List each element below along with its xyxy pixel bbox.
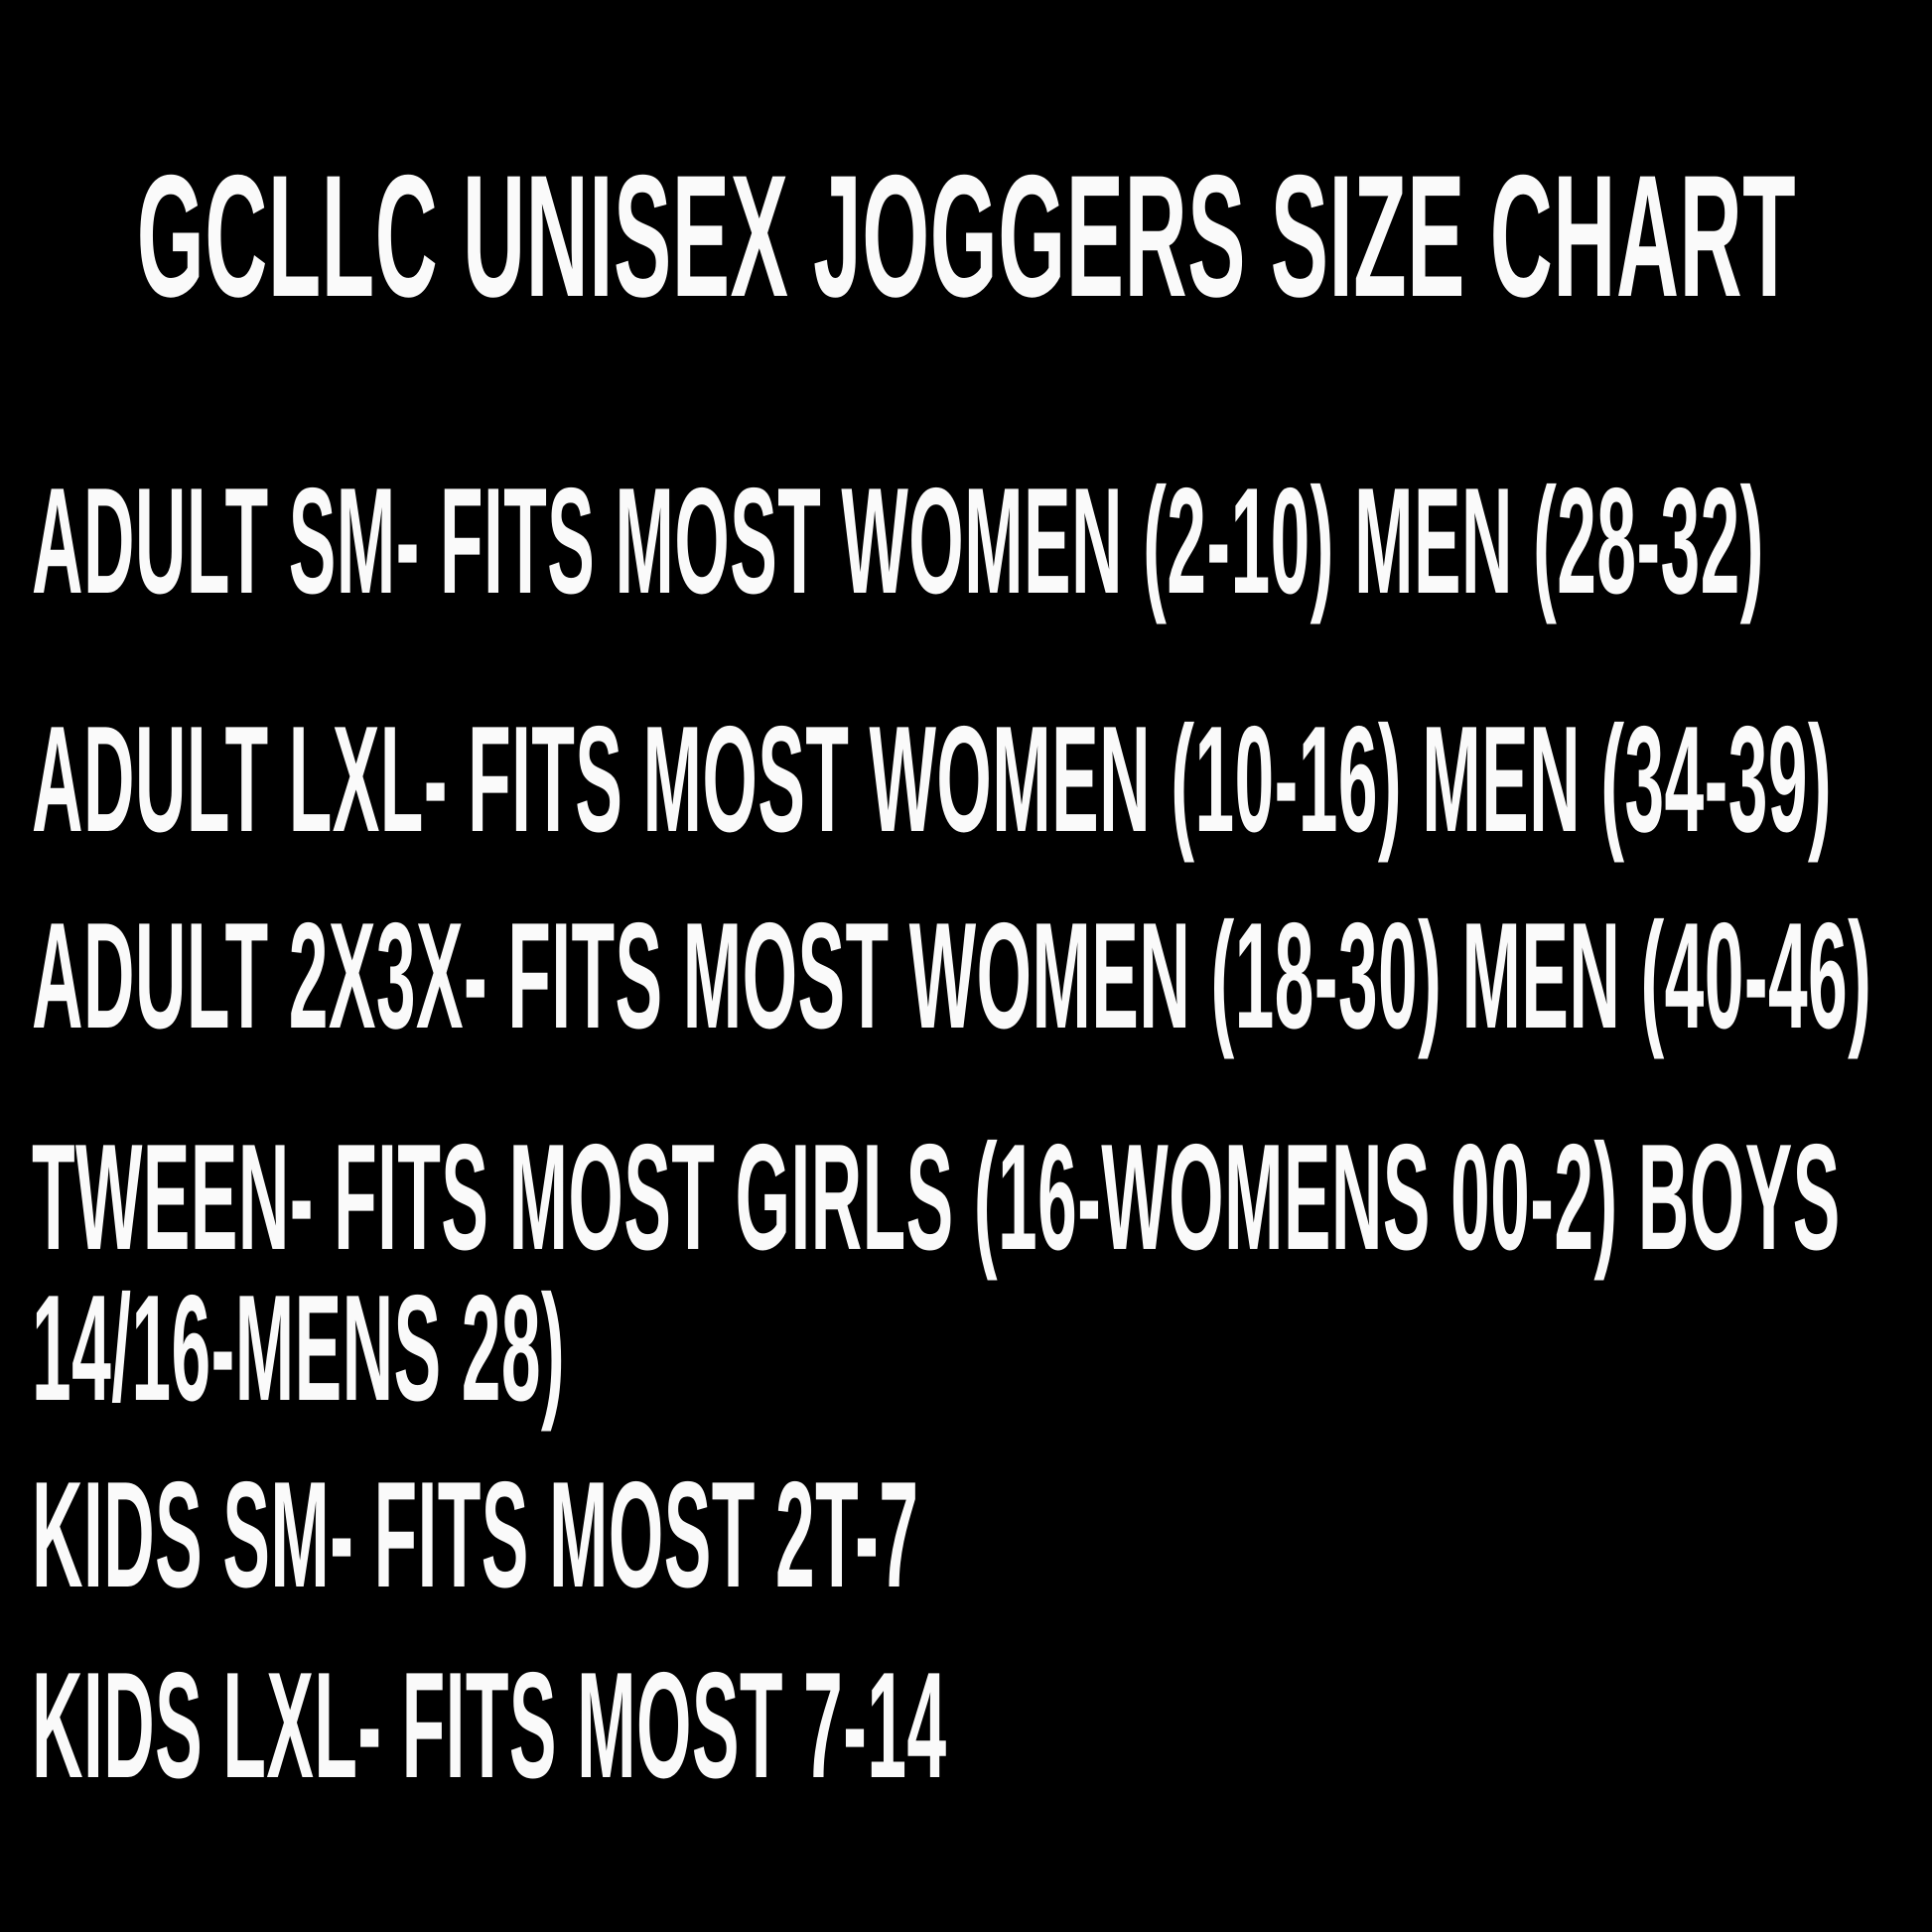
size-row-line: KIDS SM- FITS MOST 2T-7 [32, 1441, 1900, 1629]
page-title: GCLLC UNISEX JOGGERS SIZE CHART [32, 129, 1900, 346]
size-row-text: ADULT LXL- FITS MOST WOMEN (10-16) MEN (… [32, 694, 1833, 864]
page-title-text: GCLLC UNISEX JOGGERS SIZE CHART [136, 140, 1796, 334]
size-row-line: ADULT LXL- FITS MOST WOMEN (10-16) MEN (… [32, 685, 1900, 874]
size-row-tween: TWEEN- FITS MOST GIRLS (16-WOMENS 00-2) … [32, 1122, 1900, 1424]
size-row-text: ADULT SM- FITS MOST WOMEN (2-10) MEN (28… [32, 456, 1764, 625]
size-row-line-wrap: 14/16-MENS 28) [32, 1273, 1900, 1424]
size-row-text: TWEEN- FITS MOST GIRLS (16-WOMENS 00-2) … [32, 1112, 1841, 1282]
size-row-text: KIDS SM- FITS MOST 2T-7 [32, 1449, 919, 1619]
size-row-adult-sm: ADULT SM- FITS MOST WOMEN (2-10) MEN (28… [32, 447, 1900, 635]
size-row-text: 14/16-MENS 28) [32, 1263, 566, 1433]
size-row-text: ADULT 2X3X- FITS MOST WOMEN (18-30) MEN … [32, 891, 1872, 1060]
size-row-kids-lxl: KIDS LXL- FITS MOST 7-14 [32, 1631, 1900, 1820]
size-row-text: KIDS LXL- FITS MOST 7-14 [32, 1640, 947, 1810]
size-row-line: TWEEN- FITS MOST GIRLS (16-WOMENS 00-2) … [32, 1122, 1900, 1273]
size-row-line: ADULT 2X3X- FITS MOST WOMEN (18-30) MEN … [32, 882, 1900, 1070]
size-row-adult-2x3x: ADULT 2X3X- FITS MOST WOMEN (18-30) MEN … [32, 882, 1900, 1070]
size-row-line: KIDS LXL- FITS MOST 7-14 [32, 1631, 1900, 1820]
size-row-line: ADULT SM- FITS MOST WOMEN (2-10) MEN (28… [32, 447, 1900, 635]
size-row-adult-lxl: ADULT LXL- FITS MOST WOMEN (10-16) MEN (… [32, 685, 1900, 874]
size-row-kids-sm: KIDS SM- FITS MOST 2T-7 [32, 1441, 1900, 1629]
